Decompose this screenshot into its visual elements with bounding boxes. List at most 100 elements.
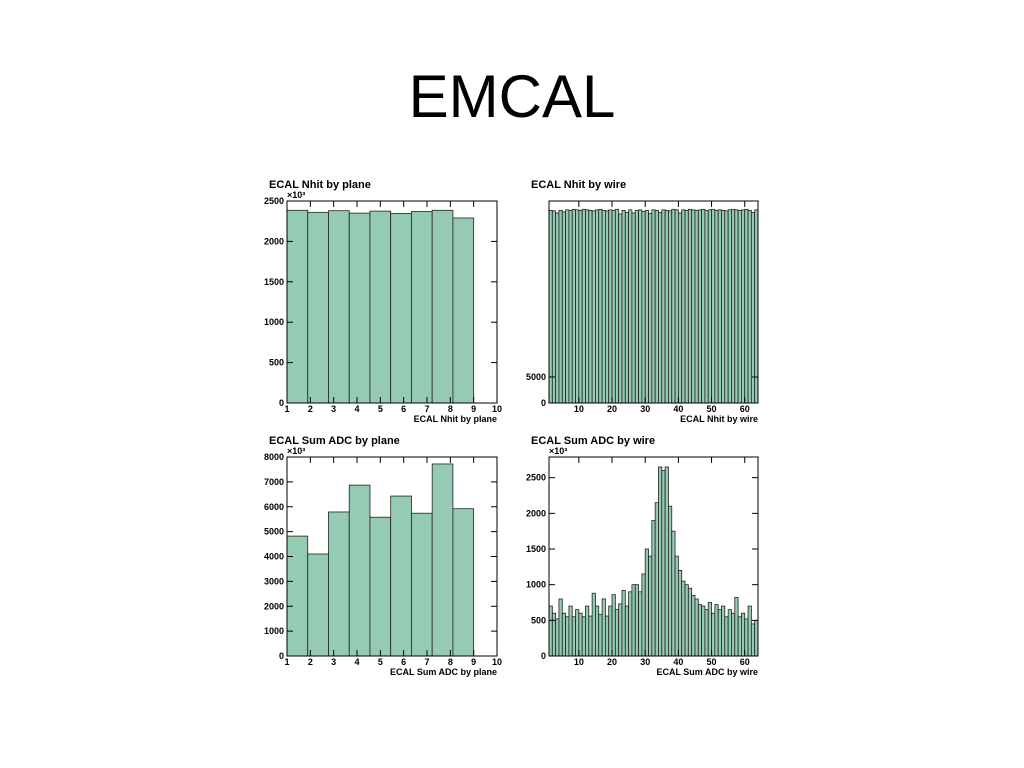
y-multiplier: ×10³ xyxy=(287,190,305,200)
x-tick-label: 2 xyxy=(308,404,313,414)
histogram-bar xyxy=(604,210,610,404)
histogram-bar xyxy=(628,591,633,657)
x-axis-label: ECAL Nhit by plane xyxy=(414,414,497,424)
histogram-bar xyxy=(555,618,560,657)
histogram-bar xyxy=(737,616,742,657)
histogram-bar xyxy=(694,209,699,404)
x-tick-label: 8 xyxy=(448,657,453,667)
x-axis-label: ECAL Sum ADC by wire xyxy=(656,667,758,677)
histogram-bar xyxy=(644,209,649,404)
histogram-bar xyxy=(307,211,329,404)
histogram-bar xyxy=(348,484,371,657)
x-tick-label: 30 xyxy=(640,404,650,414)
histogram-bar xyxy=(727,209,732,404)
histogram-bar xyxy=(677,570,683,657)
histogram-bar xyxy=(452,508,475,657)
histogram-bar xyxy=(286,535,309,657)
histogram-bar xyxy=(721,605,726,657)
histogram-bar xyxy=(638,209,643,404)
y-tick-label: 1000 xyxy=(264,317,284,327)
histogram-bar xyxy=(651,209,656,404)
histogram-bar xyxy=(664,209,669,404)
histogram-bar xyxy=(704,609,709,657)
x-tick-label: 5 xyxy=(378,404,383,414)
x-tick-label: 10 xyxy=(492,404,502,414)
y-tick-label: 2000 xyxy=(264,236,284,246)
histogram-bar xyxy=(369,516,392,657)
x-axis-label: ECAL Sum ADC by plane xyxy=(390,667,497,677)
histogram-bar xyxy=(558,598,563,657)
histogram-bar xyxy=(691,209,696,404)
histogram-bar xyxy=(551,612,557,657)
histogram-bar xyxy=(654,502,659,657)
histogram-bar xyxy=(558,209,563,404)
histogram-bar xyxy=(741,612,746,657)
histogram-bar xyxy=(654,209,659,404)
histogram-bar xyxy=(668,505,673,657)
histogram-bar xyxy=(631,584,636,657)
x-tick-label: 60 xyxy=(740,404,750,414)
histogram-bar xyxy=(561,612,566,657)
y-tick-label: 1000 xyxy=(264,626,284,636)
histogram-bar xyxy=(591,592,596,657)
histogram-bar xyxy=(704,209,709,404)
histogram-bar xyxy=(731,208,736,404)
x-tick-label: 1 xyxy=(284,404,289,414)
chart-title: ECAL Nhit by plane xyxy=(269,179,371,191)
histogram-bar xyxy=(750,623,756,657)
histogram-bar xyxy=(684,209,689,404)
histogram-bar xyxy=(687,208,693,404)
histogram-bar xyxy=(714,604,719,657)
histogram-bar xyxy=(585,209,590,404)
y-tick-label: 0 xyxy=(279,651,284,661)
histogram-bar xyxy=(578,209,583,404)
histogram-bar xyxy=(565,616,570,657)
histogram-bar xyxy=(369,210,392,404)
histogram-bar xyxy=(411,211,433,404)
histogram-bar xyxy=(724,210,729,404)
histogram-bar xyxy=(661,470,666,657)
y-tick-label: 7000 xyxy=(264,477,284,487)
histogram-bar xyxy=(598,614,603,657)
histogram-bar xyxy=(711,208,716,404)
y-tick-label: 8000 xyxy=(264,452,284,462)
y-tick-label: 0 xyxy=(541,398,546,408)
histogram-bar xyxy=(717,209,722,404)
chart-title: ECAL Sum ADC by plane xyxy=(269,435,400,447)
histogram-bar xyxy=(618,213,623,404)
histogram-bar xyxy=(614,609,620,657)
plot-frame xyxy=(548,200,759,404)
histogram-bar xyxy=(551,210,557,404)
y-tick-label: 0 xyxy=(541,651,546,661)
histogram-bar xyxy=(598,208,603,404)
y-tick-label: 4000 xyxy=(264,552,284,562)
histogram-bar xyxy=(721,209,726,404)
x-tick-label: 20 xyxy=(607,404,617,414)
x-tick-label: 7 xyxy=(424,404,429,414)
y-tick-label: 0 xyxy=(279,398,284,408)
histogram-bar xyxy=(614,208,620,404)
histogram-bar xyxy=(575,209,580,404)
histogram-bar xyxy=(731,612,736,657)
histogram-bar xyxy=(571,616,576,657)
histogram-bar xyxy=(641,573,646,657)
histogram-bar xyxy=(658,466,663,657)
histogram-bar xyxy=(697,209,703,404)
y-tick-label: 2500 xyxy=(526,473,546,483)
histogram-bar xyxy=(707,602,712,657)
histogram-bar xyxy=(701,208,706,404)
histogram-bar xyxy=(701,605,706,657)
histogram-bar xyxy=(578,612,583,657)
histogram-bar xyxy=(452,217,475,404)
histogram-bar xyxy=(621,209,626,404)
y-tick-label: 3000 xyxy=(264,576,284,586)
histogram-bar xyxy=(631,212,636,404)
x-tick-label: 2 xyxy=(308,657,313,667)
histogram-bar xyxy=(568,209,573,404)
histogram-bar xyxy=(651,520,656,657)
histogram-bar xyxy=(618,603,623,657)
histogram-bar xyxy=(707,209,712,404)
histogram-bar xyxy=(734,597,739,657)
histogram-bar xyxy=(431,463,454,657)
histogram-bar xyxy=(684,584,689,657)
